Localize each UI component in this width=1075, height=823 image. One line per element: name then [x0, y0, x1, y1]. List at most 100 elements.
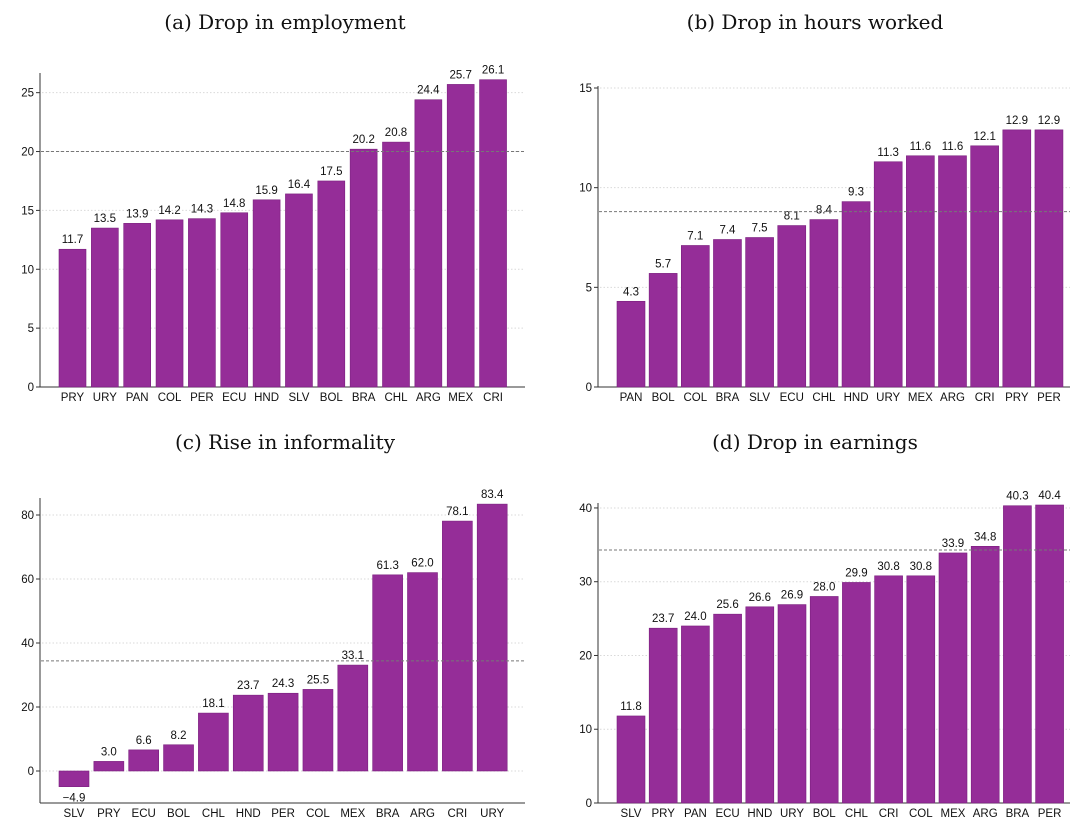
panel-c-bar [476, 503, 508, 772]
panel-b-category-label: BOL [652, 392, 676, 404]
panel-b-data-label: 11.3 [877, 147, 899, 159]
panel-b-category-label: URY [876, 392, 900, 404]
panel-d-category-label: CHL [845, 808, 869, 820]
panel-a-bar [220, 212, 249, 388]
panel-d-ytick-label: 40 [579, 503, 592, 515]
panel-a-ytick-label: 15 [21, 205, 34, 217]
panel-b-category-label: HND [844, 392, 869, 404]
panel-a-category-label: PER [190, 392, 214, 404]
panel-d-category-label: URY [780, 808, 804, 820]
panel-d-bar [648, 627, 678, 804]
panel-a-category-label: ECU [222, 392, 246, 404]
panel-b-category-label: BRA [716, 392, 740, 404]
panel-d-data-label: 29.9 [845, 567, 867, 579]
panel-d-bar [616, 715, 646, 804]
panel-b-category-label: MEX [908, 392, 933, 404]
panel-b-bar [1002, 129, 1032, 388]
panel-a-ytick-label: 25 [21, 88, 34, 100]
panel-c-category-label: CHL [202, 808, 226, 820]
panel-b-bar [745, 237, 774, 388]
panel-a-category-label: HND [254, 392, 279, 404]
panel-c-bar [407, 572, 438, 772]
panel-d-category-label: PAN [684, 808, 707, 820]
panel-b-data-label: 12.9 [1006, 115, 1028, 127]
panel-c-category-label: URY [480, 808, 504, 820]
panel-c-category-label: SLV [64, 808, 85, 820]
panel-a-bar [446, 84, 475, 388]
panel-c-bar [372, 574, 403, 772]
panel-d-category-label: BOL [813, 808, 837, 820]
panel-c-data-label: 33.1 [342, 650, 364, 662]
panel-b-data-label: 4.3 [623, 286, 639, 298]
panel-a-bar [317, 180, 346, 388]
panel-d-bar [681, 625, 710, 804]
panel-b-ytick-label: 0 [586, 382, 592, 394]
panel-c-data-label: 3.0 [101, 746, 117, 758]
panel-b-bar [841, 201, 871, 388]
panel-a-data-label: 14.8 [223, 198, 245, 210]
panel-b-data-label: 7.1 [687, 230, 703, 242]
panel-b-bar [970, 145, 999, 388]
panel-a-ytick-label: 0 [28, 382, 34, 394]
panel-d-ytick-label: 20 [579, 650, 592, 662]
panel-a-bar [188, 218, 216, 388]
panel-c-ytick-label: 20 [21, 702, 34, 714]
panel-d-ytick-label: 10 [579, 724, 592, 736]
panel-c-data-label: 6.6 [136, 735, 152, 747]
panel-a-bar [382, 141, 410, 388]
panel-d-data-label: 40.3 [1006, 491, 1028, 503]
panel-d-bar [809, 596, 839, 804]
panel-a-category-label: PRY [61, 392, 85, 404]
panel-c-bar [128, 749, 159, 772]
panel-d-bar [938, 552, 968, 804]
panel-c-bar [337, 664, 369, 772]
panel-d-data-label: 26.9 [781, 590, 803, 602]
panel-a-data-label: 25.7 [450, 69, 472, 81]
panel-a-data-label: 20.2 [352, 134, 374, 146]
panel-b-ytick-label: 5 [586, 282, 592, 294]
panel-c-bar [442, 520, 473, 772]
panel-c-category-label: HND [236, 808, 261, 820]
panel-c-bar [302, 689, 334, 772]
panel-d-category-label: ARG [973, 808, 998, 820]
panel-b-bar [616, 300, 646, 388]
panel-a-title: (a) Drop in employment [164, 10, 406, 34]
panel-a-category-label: PAN [126, 392, 149, 404]
panel-a-ytick-label: 10 [21, 264, 34, 276]
panel-d-data-label: 34.8 [974, 531, 996, 543]
panel-d-title: (d) Drop in earnings [712, 430, 918, 454]
panel-d-category-label: BRA [1006, 808, 1030, 820]
panel-d-data-label: 11.8 [620, 701, 642, 713]
panel-c-data-label: 18.1 [202, 698, 224, 710]
panel-d-category-label: PRY [651, 808, 675, 820]
panel-b-data-label: 7.4 [719, 224, 736, 236]
panel-d-ytick-label: 30 [579, 577, 592, 589]
panel-d-bar [1035, 504, 1064, 804]
panel-b-data-label: 5.7 [655, 258, 671, 270]
panel-c-data-label: 8.2 [171, 730, 187, 742]
panel-b-category-label: ECU [780, 392, 804, 404]
panel-c-bar [93, 761, 125, 772]
panel-b-data-label: 11.6 [942, 141, 964, 153]
panel-a-category-label: ARG [416, 392, 441, 404]
panel-d-category-label: HND [747, 808, 772, 820]
panel-c-data-label: 61.3 [376, 560, 398, 572]
panel-c-category-label: ARG [410, 808, 435, 820]
panel-b-data-label: 9.3 [848, 187, 864, 199]
panel-d-bar [745, 606, 775, 804]
panel-a-data-label: 16.4 [288, 179, 311, 191]
panel-c-bar [58, 770, 90, 787]
panel-a-category-label: CRI [483, 392, 503, 404]
panel-d-data-label: 25.6 [716, 599, 738, 611]
panel-a-bar [414, 99, 443, 388]
panel-c-category-label: ECU [132, 808, 156, 820]
panel-b-bar [680, 245, 710, 388]
panel-a-data-label: 11.7 [62, 234, 84, 246]
panel-b-title: (b) Drop in hours worked [686, 10, 944, 34]
panel-d-data-label: 26.6 [749, 592, 771, 604]
panel-c-data-label: −4.9 [63, 793, 86, 805]
panel-d-bar [713, 613, 742, 804]
panel-b-data-label: 8.4 [816, 205, 833, 217]
panel-b-data-label: 11.6 [910, 141, 932, 153]
